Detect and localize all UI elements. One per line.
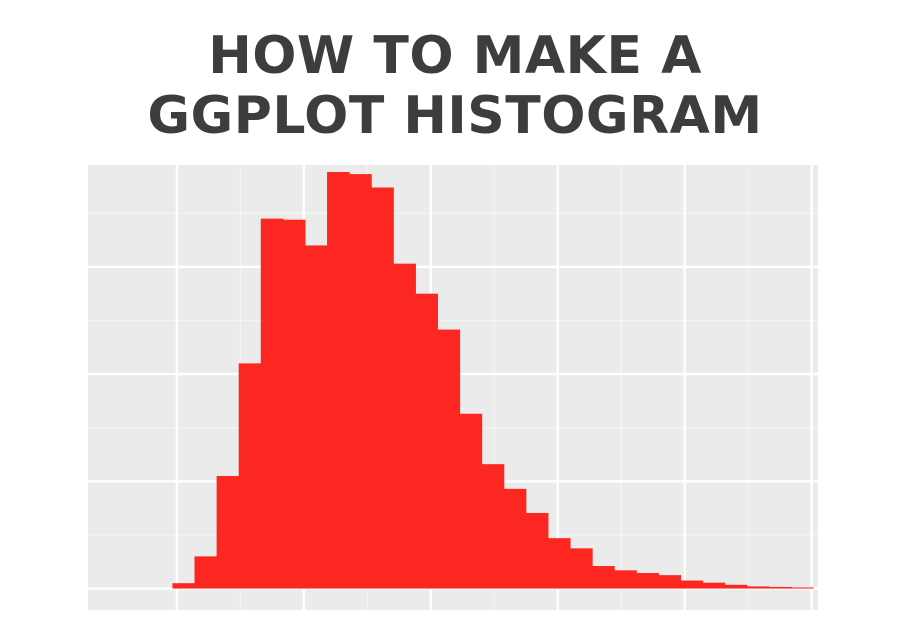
histogram-bar [371, 187, 394, 589]
histogram-bar [570, 548, 593, 589]
histogram-bar [746, 586, 770, 589]
histogram-bar [282, 219, 306, 589]
page-title: HOW TO MAKE A GGPLOT HISTOGRAM [0, 26, 910, 146]
histogram-bar [503, 488, 527, 589]
histogram-bar [172, 583, 196, 589]
histogram-bar [238, 363, 262, 589]
histogram-chart [88, 165, 818, 610]
histogram-bar [768, 586, 792, 589]
histogram-bar [636, 573, 659, 589]
histogram-bar [547, 538, 571, 589]
histogram-bar [216, 475, 240, 589]
histogram-bar [437, 329, 461, 589]
histogram-bar [349, 174, 372, 589]
histogram-bar [393, 263, 416, 589]
histogram-bar [327, 171, 350, 589]
histogram-bar [680, 580, 704, 589]
histogram-bar [592, 566, 615, 589]
title-line-2: GGPLOT HISTOGRAM [147, 86, 763, 146]
title-line-1: HOW TO MAKE A [208, 26, 702, 86]
histogram-bar [260, 218, 284, 589]
histogram-bar [724, 584, 748, 589]
histogram-bar [481, 464, 505, 589]
histogram-svg [88, 165, 818, 610]
histogram-bar [702, 582, 726, 589]
histogram-bar [304, 245, 328, 589]
histogram-bar [790, 587, 814, 589]
histogram-bar [658, 575, 682, 589]
histogram-bars [172, 171, 814, 589]
histogram-bar [614, 570, 637, 589]
histogram-bar [194, 556, 218, 589]
histogram-bar [459, 413, 483, 589]
histogram-bar [525, 512, 549, 589]
histogram-bar [415, 293, 439, 589]
